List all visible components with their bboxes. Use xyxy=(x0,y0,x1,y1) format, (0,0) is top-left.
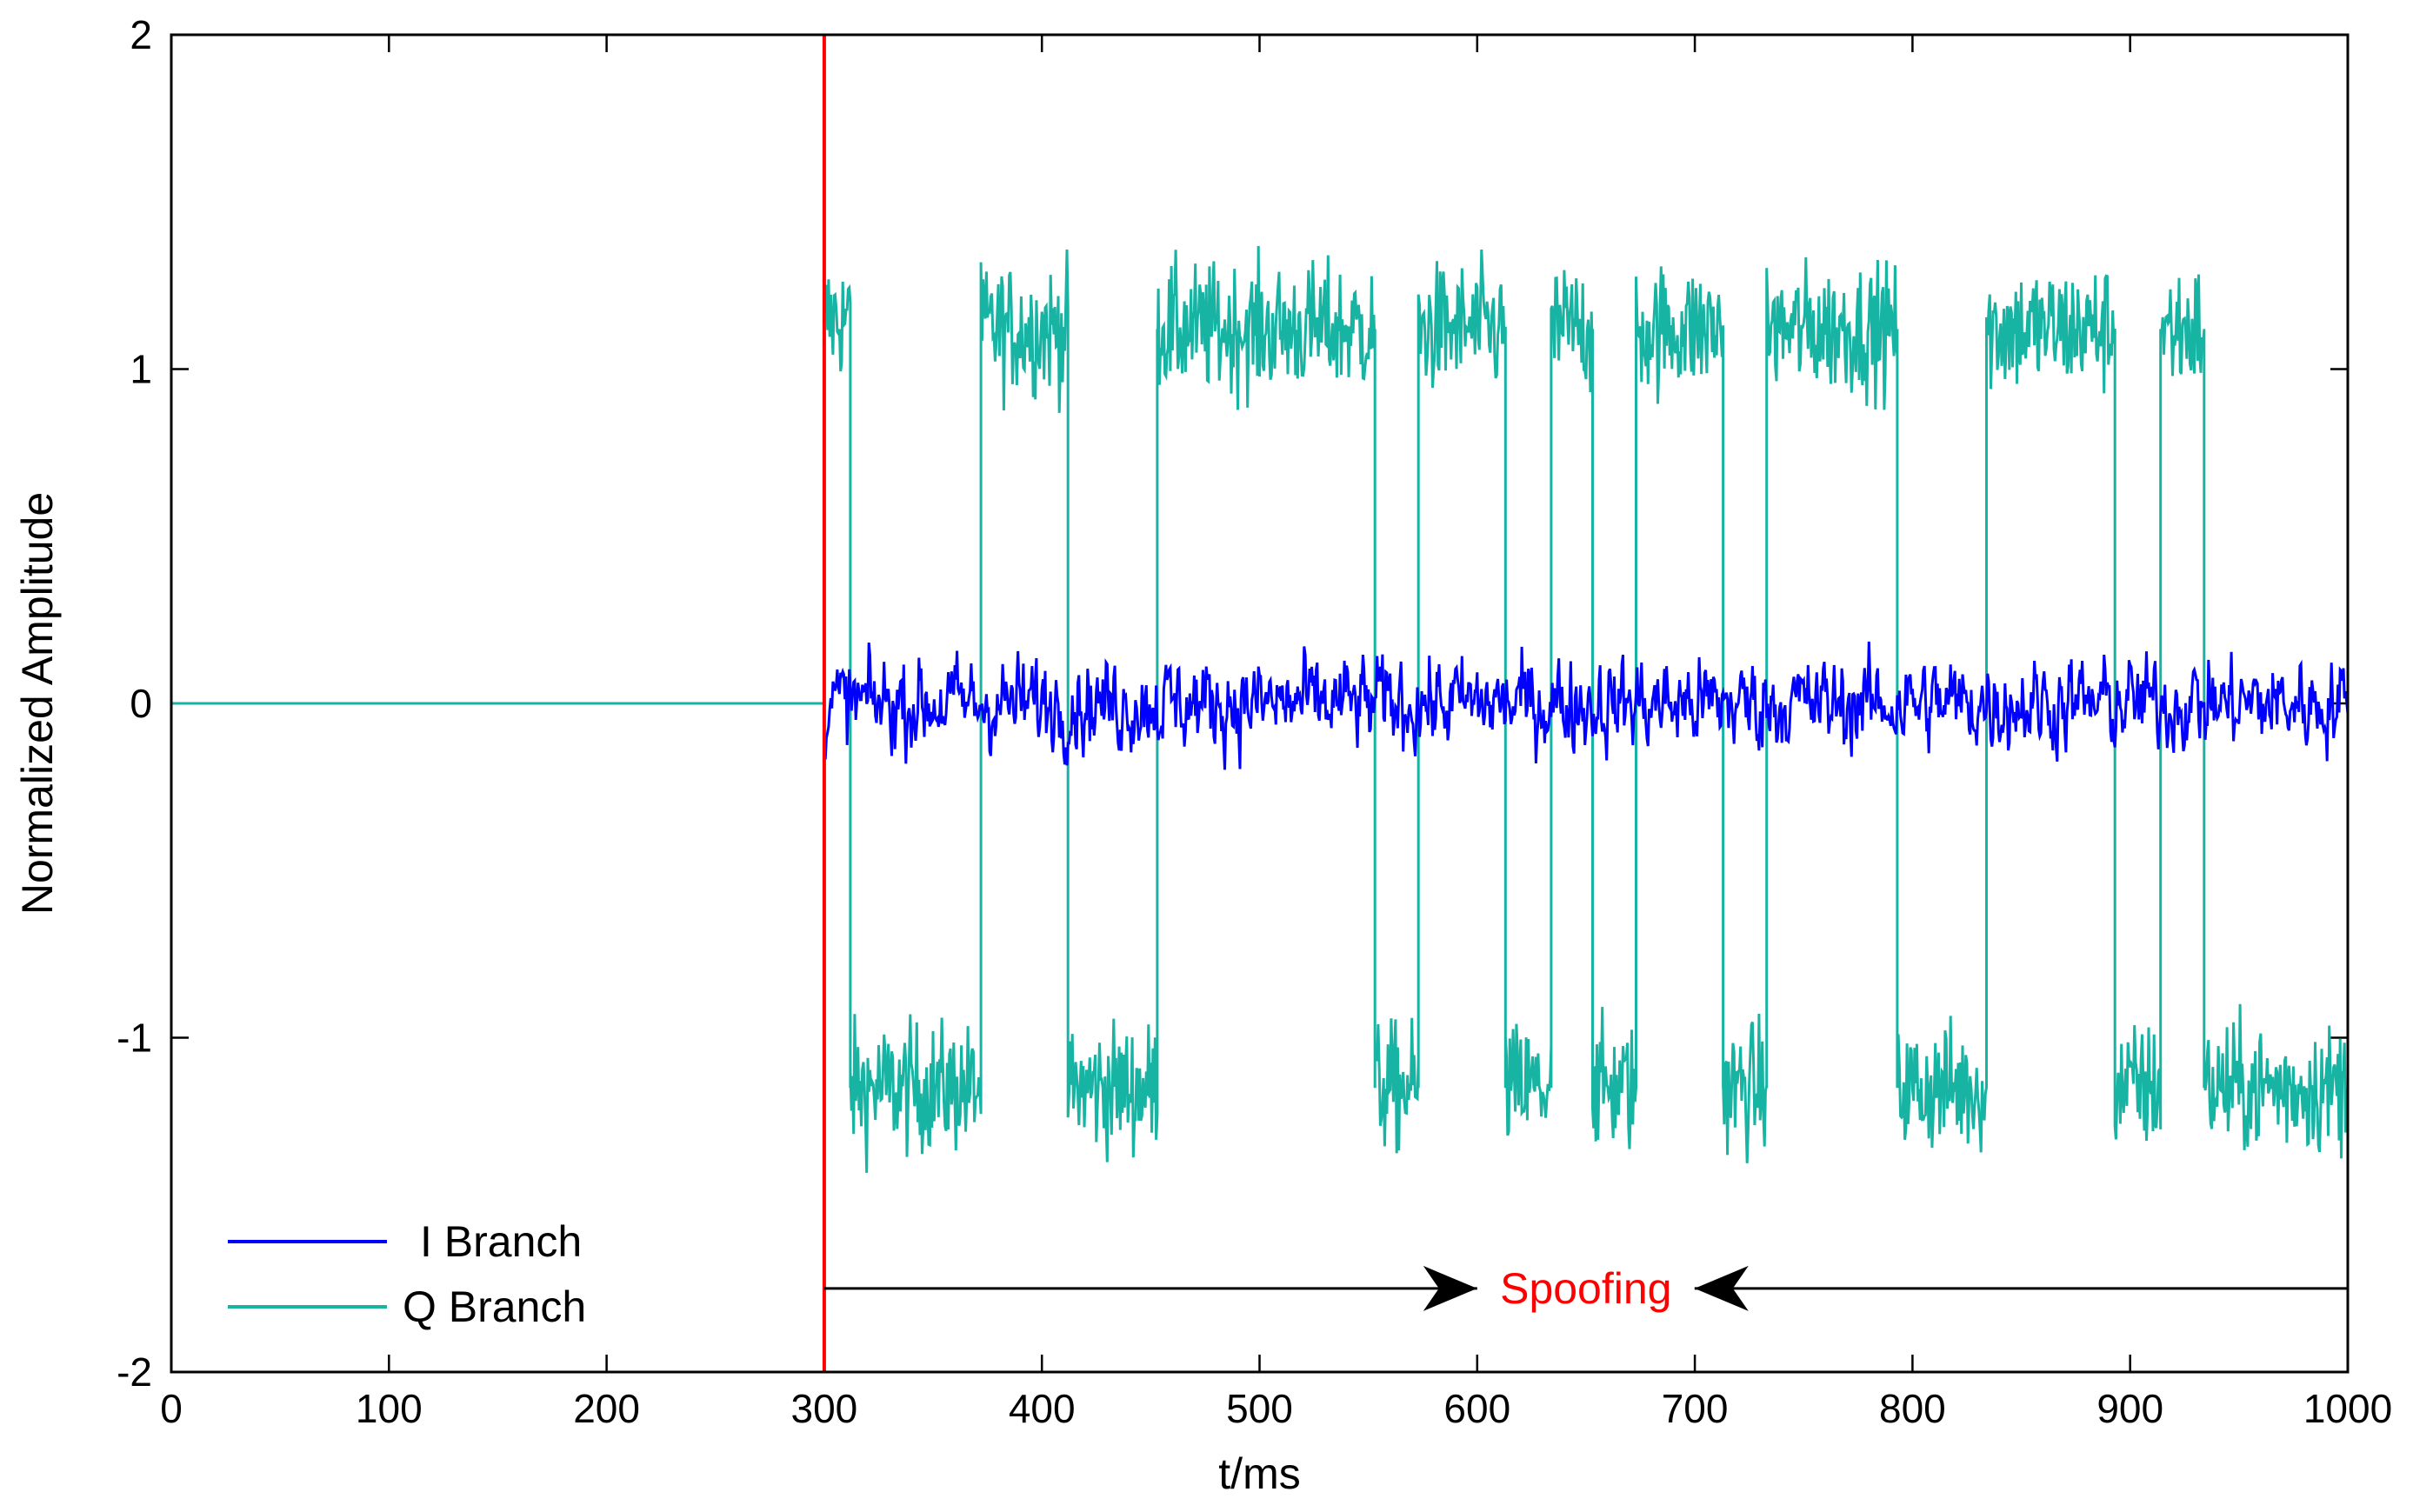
x-tick-label: 600 xyxy=(1443,1386,1510,1431)
y-tick-label: 0 xyxy=(130,681,152,726)
x-tick-label: 100 xyxy=(356,1386,423,1431)
x-tick-label: 900 xyxy=(2096,1386,2163,1431)
legend-entry: Q Branch xyxy=(403,1282,586,1331)
x-tick-label: 1000 xyxy=(2303,1386,2392,1431)
x-tick-label: 300 xyxy=(791,1386,858,1431)
annotation-arrowhead-right xyxy=(1423,1265,1477,1311)
y-axis-label: Normalized Amplitude xyxy=(13,492,62,915)
x-axis-label: t/ms xyxy=(1218,1449,1300,1498)
x-tick-label: 700 xyxy=(1662,1386,1729,1431)
x-tick-label: 500 xyxy=(1226,1386,1293,1431)
annotation-layer: Spoofing xyxy=(823,1264,2348,1313)
x-tick-label: 400 xyxy=(1009,1386,1076,1431)
annotation-spoofing: Spoofing xyxy=(1500,1264,1671,1313)
series-q-branch xyxy=(171,245,2350,1173)
y-tick-label: 2 xyxy=(130,12,152,57)
series-i-branch xyxy=(823,641,2350,770)
y-tick-label: -1 xyxy=(117,1016,152,1061)
x-tick-label: 200 xyxy=(573,1386,640,1431)
legend: I Branch Q Branch xyxy=(228,1217,586,1331)
annotation-arrowhead-left xyxy=(1694,1265,1749,1311)
x-tick-label: 800 xyxy=(1879,1386,1946,1431)
tick-labels: 0 100 200 300 400 500 600 700 800 900 1000 -2 -1 0 1 2 xyxy=(117,12,2392,1431)
legend-entry: I Branch xyxy=(420,1217,582,1266)
plot-frame xyxy=(170,33,2350,1374)
x-tick-label: 0 xyxy=(160,1386,183,1431)
series-layer xyxy=(171,245,2350,1173)
y-tick-label: 1 xyxy=(130,347,152,392)
y-tick-label: -2 xyxy=(117,1349,152,1395)
